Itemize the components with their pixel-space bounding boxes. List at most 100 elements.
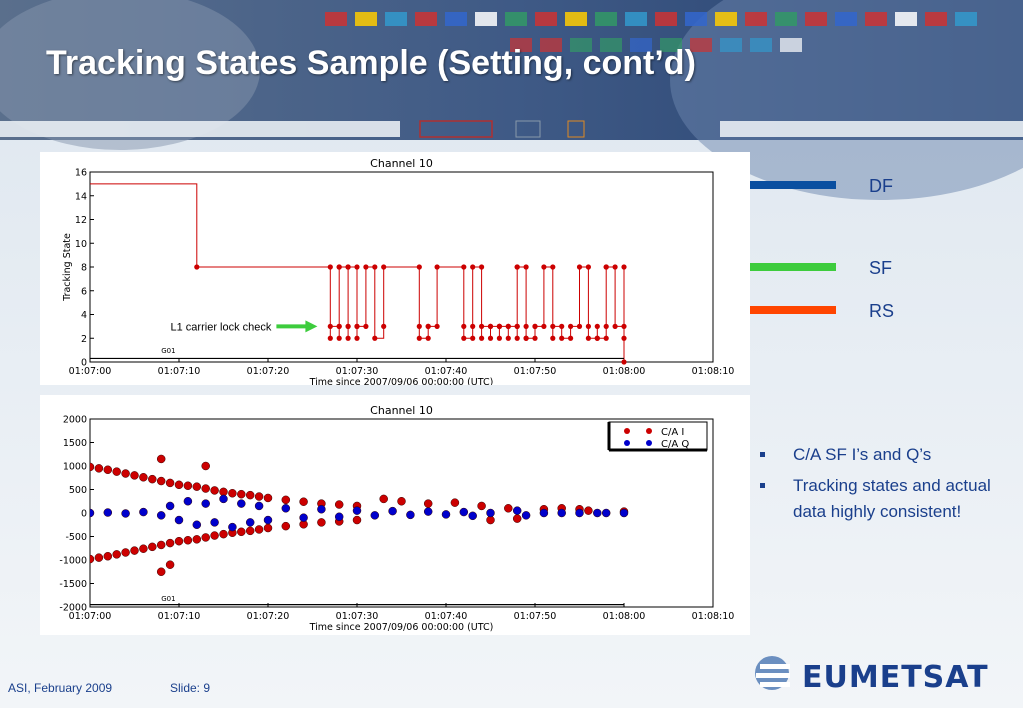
flag-icon [595, 12, 617, 26]
tracking-state-point [479, 323, 485, 329]
x-tick-label: 01:07:00 [69, 611, 112, 622]
legend-marker [624, 440, 630, 446]
tracking-state-point [354, 323, 360, 329]
x-tick-label: 01:07:40 [425, 366, 468, 377]
tracking-state-point [381, 264, 387, 270]
ca-i-point [201, 484, 210, 493]
ca-i-point [281, 521, 291, 531]
tracking-state-point [621, 359, 627, 365]
tracking-state-point [470, 335, 476, 341]
legend-marker [646, 440, 652, 446]
flag-icon [535, 12, 557, 26]
tracking-state-point [514, 335, 520, 341]
tracking-state-point [336, 335, 342, 341]
ca-q-point [90, 508, 95, 518]
x-tick-label: 01:08:10 [692, 366, 735, 377]
tracking-state-point [612, 323, 618, 329]
tracking-state-point [416, 335, 422, 341]
y-tick-label: 2 [81, 334, 87, 345]
y-tick-label: -1000 [59, 556, 87, 567]
ca-i-point [156, 540, 166, 550]
ca-q-point [219, 494, 228, 504]
y-tick-label: 1500 [63, 438, 87, 449]
flag-icon [955, 12, 977, 26]
tracking-state-point [487, 323, 494, 329]
ca-q-point [139, 507, 148, 517]
y-tick-label: 14 [75, 191, 87, 202]
tracking-state-point [585, 335, 592, 341]
flag-icon [385, 12, 407, 26]
flag-icon [570, 38, 592, 52]
ca-q-point [486, 508, 495, 518]
flag-icon [865, 12, 887, 26]
x-tick-label: 01:07:50 [514, 366, 557, 377]
ca-i-point [174, 480, 184, 490]
flag-icon [690, 38, 712, 52]
flag-icon [715, 12, 737, 26]
ca-i-point [156, 476, 166, 486]
tracking-state-point [559, 323, 565, 329]
ca-i-point [263, 523, 273, 533]
tracking-state-point [496, 323, 502, 329]
ca-i-point [210, 531, 219, 540]
tracking-state-point [345, 323, 351, 329]
y-tick-label: -1500 [59, 579, 87, 590]
g01-label: G01 [161, 595, 175, 603]
ca-q-point [156, 511, 166, 520]
ca-q-point [423, 507, 433, 516]
tracking-state-point [559, 335, 565, 341]
ca-i-point [477, 501, 486, 511]
flag-icon [895, 12, 917, 26]
chart-title: Channel 10 [370, 404, 433, 417]
tracking-state-point [505, 323, 511, 329]
tracking-state-point [523, 264, 529, 270]
tracking-state-point [372, 335, 378, 341]
ca-q-point [370, 511, 380, 520]
flag-icon [630, 38, 652, 52]
ca-i-point [299, 497, 308, 506]
x-tick-label: 01:07:10 [158, 611, 201, 622]
x-tick-label: 01:07:50 [514, 611, 557, 622]
tracking-state-point [523, 323, 529, 329]
logo-text: EUMETSAT [802, 660, 989, 695]
tracking-state-point [612, 264, 618, 270]
tracking-state-point [576, 264, 583, 270]
flag-icon [565, 12, 587, 26]
flag-icon [625, 12, 647, 26]
tracking-state-point [363, 323, 369, 329]
y-tick-label: 8 [81, 263, 87, 274]
ca-i-point [90, 554, 95, 564]
flag-icon [325, 12, 347, 26]
flag-icon [720, 38, 742, 52]
ca-q-point [281, 504, 291, 513]
y-tick-label: -2000 [59, 603, 87, 614]
legend-marker [624, 428, 630, 434]
ca-i-point [504, 504, 513, 513]
g01-label: G01 [161, 347, 175, 355]
flag-icon [415, 12, 437, 26]
flag-icon [510, 38, 532, 52]
ca-i-point [245, 490, 255, 500]
ca-i-point [397, 497, 406, 506]
x-axis-label: Time since 2007/09/06 00:00:00 (UTC) [309, 622, 494, 633]
ca-i-point [94, 553, 104, 562]
ca-i-point [192, 482, 202, 491]
ca-i-point [130, 471, 139, 480]
ca-q-point [575, 508, 584, 518]
bullet-text: C/A SF I’s and Q’s [793, 445, 932, 464]
flag-icon [655, 12, 677, 26]
ca-i-point [237, 489, 246, 499]
x-tick-label: 01:07:20 [247, 611, 290, 622]
label-rs: RS [869, 301, 895, 321]
ca-i-point [512, 514, 522, 523]
y-tick-label: -500 [65, 532, 87, 543]
tracking-state-point [514, 323, 520, 329]
ca-i-point [254, 525, 264, 534]
y-tick-label: 1000 [63, 462, 87, 473]
tracking-state-point [434, 264, 440, 270]
x-tick-label: 01:07:00 [69, 366, 112, 377]
ca-i-point [148, 542, 157, 552]
ca-q-point [263, 515, 273, 525]
ca-q-point [388, 506, 397, 516]
x-tick-label: 01:08:00 [603, 611, 646, 622]
